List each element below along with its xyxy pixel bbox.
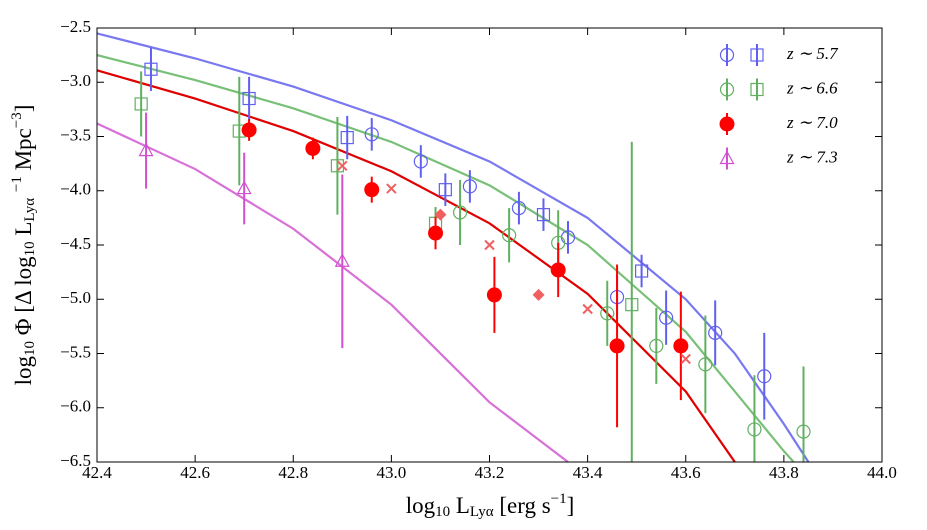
legend-label: z ∼ 6.6 bbox=[786, 78, 838, 97]
square-marker bbox=[144, 62, 158, 76]
triangle-marker bbox=[236, 180, 252, 195]
x-tick-label: 43.0 bbox=[377, 463, 407, 482]
circle-marker bbox=[747, 422, 762, 437]
dot-marker bbox=[241, 122, 257, 138]
cross-marker bbox=[582, 303, 593, 315]
x-tick-label: 43.6 bbox=[671, 463, 701, 482]
circle-marker bbox=[649, 338, 664, 354]
y-tick-label: −3.5 bbox=[60, 125, 91, 144]
dot-marker bbox=[364, 182, 380, 198]
y-tick-label: −3.0 bbox=[60, 71, 91, 90]
x-tick-label: 42.4 bbox=[82, 463, 112, 482]
y-axis-label: log10 Φ [Δ log10 LLyα −1 Mpc−3] bbox=[9, 105, 38, 386]
triangle-marker bbox=[719, 150, 735, 165]
dot-marker bbox=[305, 140, 321, 156]
x-tick-label: 43.4 bbox=[573, 463, 603, 482]
curves bbox=[97, 32, 810, 462]
points bbox=[134, 47, 811, 462]
square-marker bbox=[625, 298, 639, 312]
square-marker bbox=[750, 82, 764, 97]
x-tick-label: 43.8 bbox=[769, 463, 799, 482]
circle-marker bbox=[511, 201, 527, 216]
model-curve bbox=[97, 69, 736, 462]
square-marker bbox=[438, 183, 452, 197]
cross-marker bbox=[680, 353, 691, 365]
x-tick-label: 44.0 bbox=[867, 463, 897, 482]
diamond-marker bbox=[434, 208, 447, 221]
dot-marker bbox=[486, 287, 502, 303]
legend-label: z ∼ 7.0 bbox=[786, 113, 838, 132]
dot-marker bbox=[609, 338, 625, 354]
square-marker bbox=[134, 97, 148, 111]
y-tick-label: −4.5 bbox=[60, 234, 91, 253]
circle-marker bbox=[659, 310, 674, 325]
legend-label: z ∼ 5.7 bbox=[786, 44, 839, 63]
triangle-marker bbox=[334, 253, 350, 267]
circle-marker bbox=[719, 82, 735, 97]
square-marker bbox=[750, 48, 764, 62]
circle-marker bbox=[600, 306, 615, 321]
square-marker bbox=[242, 91, 256, 106]
circle-marker bbox=[364, 127, 379, 142]
dot-marker bbox=[550, 262, 566, 278]
triangle-marker bbox=[138, 142, 154, 157]
y-tick-label: −5.0 bbox=[60, 288, 91, 307]
circle-marker bbox=[502, 228, 517, 243]
y-tick-label: −4.0 bbox=[60, 180, 91, 199]
y-tick-label: −6.5 bbox=[60, 451, 91, 470]
circle-marker bbox=[796, 424, 811, 439]
circle-marker bbox=[413, 154, 428, 169]
legend-label: z ∼ 7.3 bbox=[786, 147, 838, 166]
y-tick-label: −6.0 bbox=[60, 397, 91, 416]
square-marker bbox=[634, 264, 649, 278]
y-tick-label: −5.5 bbox=[60, 342, 91, 361]
square-marker bbox=[536, 208, 551, 222]
circle-marker bbox=[719, 47, 735, 63]
axes: 42.4 42.6 42.8 43.0 43.2 43.4 43.6 43.8 44.0 −6.5… bbox=[60, 17, 897, 482]
circle-marker bbox=[452, 205, 468, 220]
x-tick-label: 43.2 bbox=[475, 463, 505, 482]
circle-marker bbox=[462, 179, 477, 194]
x-axis-label: log10 LLyα [erg s−1] bbox=[406, 491, 575, 520]
x-tick-label: 42.6 bbox=[180, 463, 210, 482]
legend: z ∼ 5.7 z ∼ 6.6 z ∼ 7.0 z ∼ 7.3 bbox=[719, 44, 839, 170]
cross-marker bbox=[386, 183, 397, 194]
circle-marker bbox=[698, 357, 713, 372]
model-curve bbox=[97, 54, 795, 462]
cross-marker bbox=[484, 239, 495, 251]
y-tick-label: −2.5 bbox=[60, 17, 91, 36]
circle-marker bbox=[708, 325, 723, 340]
model-curve bbox=[97, 32, 810, 462]
dot-marker bbox=[428, 225, 444, 241]
diamond-marker bbox=[532, 288, 545, 301]
circle-marker bbox=[757, 369, 772, 384]
cross-marker bbox=[337, 160, 348, 172]
dot-marker bbox=[673, 338, 689, 354]
square-marker bbox=[340, 130, 354, 145]
dot-marker bbox=[719, 116, 735, 132]
x-tick-label: 42.8 bbox=[278, 463, 308, 482]
